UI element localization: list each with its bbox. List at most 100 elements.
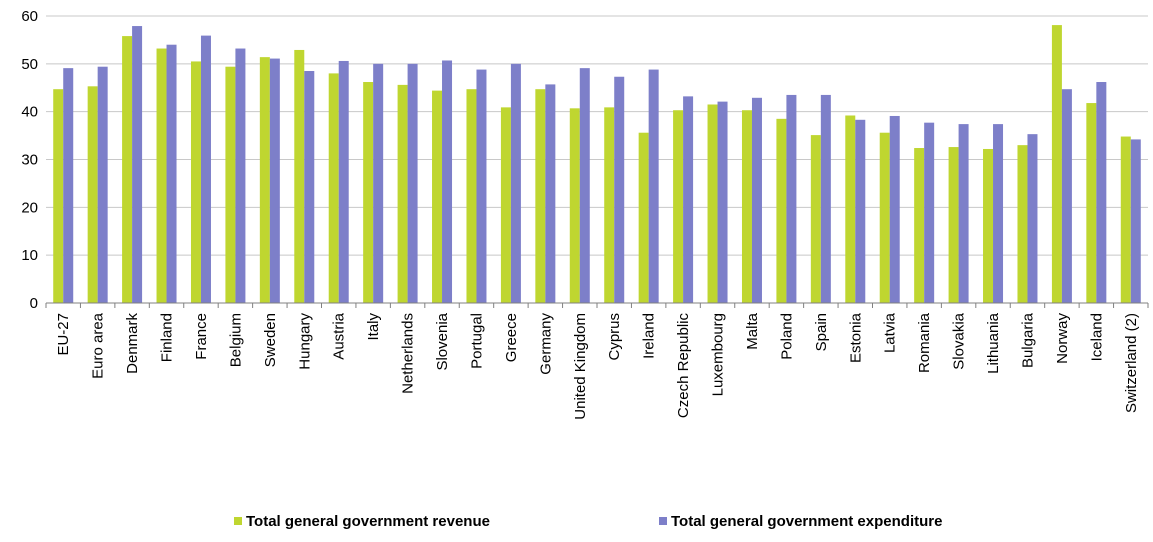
bar-revenue (638, 132, 649, 303)
x-tick-label: Luxembourg (710, 313, 727, 396)
bar-revenue (122, 36, 133, 304)
bar-revenue (914, 148, 925, 303)
x-tick-label: Norway (1054, 313, 1071, 364)
bar-expenditure (958, 124, 969, 303)
bar-expenditure (373, 63, 384, 303)
bar-revenue (1017, 145, 1028, 303)
y-tick-label: 30 (21, 152, 38, 169)
x-tick-label: Poland (778, 313, 795, 360)
bar-expenditure (786, 94, 797, 304)
legend-label: Total general government revenue (246, 513, 490, 530)
bar-expenditure (235, 48, 246, 303)
x-tick-label: Greece (503, 313, 520, 362)
bar-revenue (156, 48, 167, 303)
bar-expenditure (545, 84, 556, 304)
bar-expenditure (579, 68, 590, 303)
x-tick-label: Czech Republic (675, 313, 692, 419)
bar-revenue (363, 82, 374, 303)
bar-expenditure (510, 63, 521, 303)
y-tick-label: 50 (21, 56, 38, 73)
legend-item: Total general government expenditure (659, 513, 942, 530)
bar-expenditure (751, 97, 762, 303)
bar-expenditure (476, 69, 487, 303)
bar-expenditure (338, 60, 349, 304)
bar-expenditure (889, 115, 900, 303)
bar-revenue (1051, 25, 1062, 304)
x-tick-label: Sweden (262, 313, 279, 367)
x-tick-label: Belgium (227, 313, 244, 367)
bar-revenue (810, 135, 821, 303)
bar-expenditure (1061, 89, 1072, 303)
bar-expenditure (855, 119, 866, 303)
bar-expenditure (820, 94, 831, 304)
x-tick-label: Slovenia (434, 312, 451, 370)
bar-expenditure (924, 122, 935, 303)
bar-revenue (87, 86, 98, 303)
x-tick-label: Latvia (882, 312, 899, 353)
bar-revenue (259, 57, 270, 303)
bar-expenditure (1096, 82, 1107, 303)
x-tick-label: France (193, 313, 210, 360)
x-tick-label: Hungary (296, 313, 313, 370)
x-tick-label: Denmark (124, 313, 141, 374)
x-tick-label: Bulgaria (1019, 312, 1036, 368)
x-tick-label: Ireland (641, 313, 658, 359)
x-tick-label: Euro area (90, 312, 107, 379)
bar-revenue (500, 107, 511, 303)
bar-revenue (776, 118, 787, 303)
legend-swatch (234, 517, 242, 525)
x-tick-label: United Kingdom (572, 313, 589, 420)
bar-revenue (225, 66, 236, 303)
bar-revenue (879, 132, 890, 303)
y-tick-label: 20 (21, 199, 38, 216)
bar-revenue (741, 110, 752, 303)
x-tick-label: Finland (159, 313, 176, 362)
x-tick-label: Estonia (847, 312, 864, 363)
bar-revenue (432, 90, 443, 304)
x-tick-label: Netherlands (400, 313, 417, 394)
x-tick-label: EU-27 (55, 313, 72, 356)
bar-revenue (707, 104, 718, 304)
x-tick-label: Iceland (1088, 313, 1105, 361)
bar-expenditure (614, 76, 625, 303)
bar-revenue (1086, 103, 1097, 303)
bar-revenue (190, 61, 201, 303)
bar-revenue (397, 84, 408, 303)
bar-expenditure (407, 63, 418, 303)
axes: 0 10 20 30 40 50 60 EU-27 Euro area Denmark Finlan… (21, 8, 1149, 420)
bar-revenue (1120, 136, 1131, 303)
bar-revenue (845, 115, 856, 304)
bar-revenue (466, 89, 477, 303)
bar-expenditure (200, 35, 211, 304)
bar-expenditure (166, 44, 177, 303)
bar-revenue (294, 49, 305, 304)
bars (53, 25, 1141, 304)
y-tick-label: 40 (21, 104, 38, 121)
bar-revenue (535, 89, 546, 303)
bar-expenditure (1130, 139, 1141, 303)
y-tick-label: 0 (30, 295, 38, 312)
bar-revenue (328, 73, 339, 304)
legend-swatch (659, 517, 667, 525)
bar-revenue (983, 148, 994, 303)
bar-revenue (948, 147, 959, 303)
x-tick-label: Austria (331, 312, 348, 359)
bar-expenditure (63, 68, 74, 303)
y-tick-label: 10 (21, 247, 38, 264)
x-tick-label: Slovakia (951, 312, 968, 369)
bar-expenditure (993, 124, 1004, 303)
x-tick-label: Cyprus (606, 313, 623, 361)
bar-revenue (604, 107, 615, 303)
x-tick-label: Portugal (468, 313, 485, 369)
bar-expenditure (1027, 134, 1038, 303)
x-tick-label: Italy (365, 313, 382, 341)
legend-label: Total general government expenditure (671, 513, 942, 530)
x-tick-label: Germany (537, 313, 554, 375)
x-tick-label: Lithuania (985, 312, 1002, 374)
bar-revenue (673, 110, 684, 303)
bar-expenditure (304, 71, 315, 303)
legend: Total general government revenue Total ge… (234, 513, 942, 530)
legend-item: Total general government revenue (234, 513, 490, 530)
y-tick-label: 60 (21, 8, 38, 25)
